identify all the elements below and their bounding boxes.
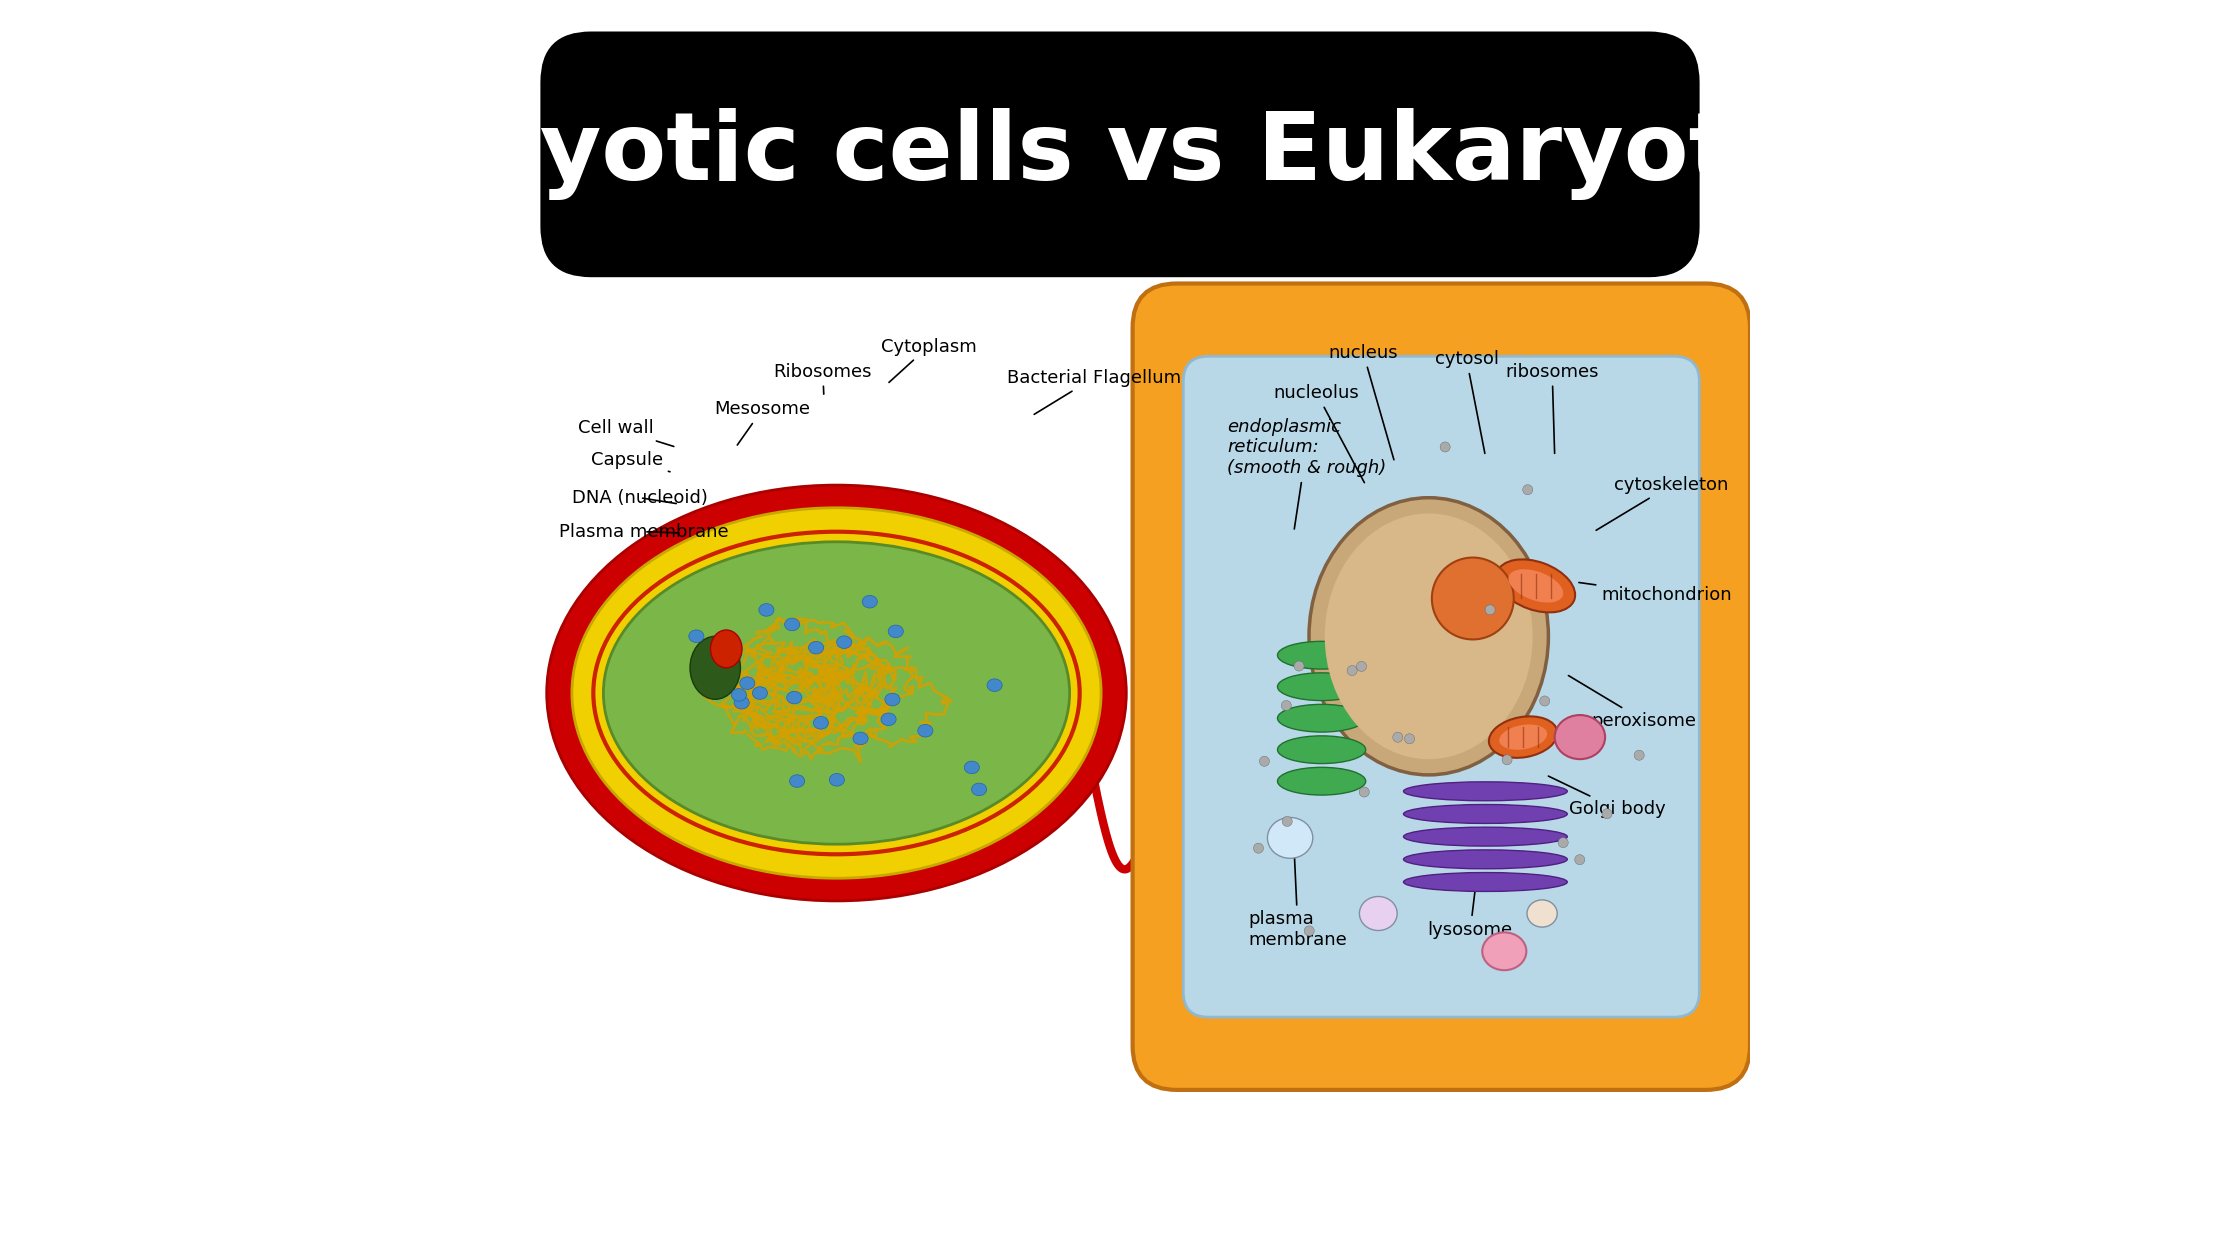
Ellipse shape [809,641,824,654]
Ellipse shape [1277,641,1366,669]
Ellipse shape [813,717,829,730]
Ellipse shape [1304,926,1315,936]
Text: Bacterial Flagellum: Bacterial Flagellum [1006,369,1180,415]
Ellipse shape [759,604,775,616]
Text: cytosol: cytosol [1434,350,1499,454]
FancyBboxPatch shape [1133,284,1749,1090]
Ellipse shape [1602,809,1613,819]
Ellipse shape [1404,827,1568,847]
Text: endoplasmic
reticulum:
(smooth & rough): endoplasmic reticulum: (smooth & rough) [1228,417,1387,529]
Ellipse shape [547,485,1127,901]
Text: ribosomes: ribosomes [1505,363,1599,454]
Ellipse shape [988,679,1001,692]
Ellipse shape [1483,932,1525,970]
Ellipse shape [1555,714,1606,759]
Ellipse shape [1277,704,1366,732]
Ellipse shape [739,677,755,689]
Ellipse shape [1277,767,1366,795]
Ellipse shape [1281,816,1292,827]
Text: DNA (nucleoid): DNA (nucleoid) [571,489,708,507]
Ellipse shape [1490,717,1557,757]
Text: Mesosome: Mesosome [715,401,811,445]
Text: nucleolus: nucleolus [1275,384,1364,483]
Ellipse shape [1393,732,1402,742]
Ellipse shape [1324,513,1532,759]
Ellipse shape [1404,781,1568,801]
Ellipse shape [972,782,986,795]
Ellipse shape [1404,733,1416,743]
Text: peroxisome: peroxisome [1568,675,1696,730]
Ellipse shape [753,687,768,699]
Text: Cytoplasm: Cytoplasm [880,338,977,383]
Ellipse shape [1431,557,1514,640]
Ellipse shape [1295,662,1304,672]
Ellipse shape [1346,665,1357,675]
Ellipse shape [853,732,869,745]
Ellipse shape [730,688,746,701]
Ellipse shape [690,636,741,699]
Text: mitochondrion: mitochondrion [1579,582,1732,604]
Ellipse shape [1404,805,1568,824]
Ellipse shape [1575,854,1584,864]
Text: Prokaryotic cells vs Eukaryotic Cell: Prokaryotic cells vs Eukaryotic Cell [186,107,2054,200]
Text: nucleus: nucleus [1328,344,1398,460]
Text: plasma
membrane: plasma membrane [1248,847,1346,949]
Ellipse shape [1496,559,1575,612]
Ellipse shape [963,761,979,774]
FancyBboxPatch shape [540,32,1700,277]
Ellipse shape [1360,788,1369,798]
Ellipse shape [1559,838,1568,848]
Ellipse shape [889,625,903,638]
Ellipse shape [1635,750,1644,760]
Ellipse shape [1523,485,1532,495]
Ellipse shape [1357,662,1366,672]
Ellipse shape [1360,897,1398,930]
Ellipse shape [1259,756,1270,766]
Ellipse shape [788,775,804,788]
FancyBboxPatch shape [1183,357,1700,1017]
Ellipse shape [918,724,932,737]
Text: Golgi body: Golgi body [1548,776,1664,818]
Ellipse shape [784,619,800,631]
Ellipse shape [838,636,851,649]
Ellipse shape [1268,818,1313,858]
Ellipse shape [1499,724,1548,750]
Ellipse shape [710,630,741,668]
Text: Cell wall: Cell wall [578,420,674,446]
Ellipse shape [1508,570,1564,602]
Ellipse shape [603,542,1068,844]
Ellipse shape [1528,900,1557,927]
Ellipse shape [1277,673,1366,701]
Ellipse shape [862,596,878,609]
Text: Ribosomes: Ribosomes [773,363,871,394]
Ellipse shape [880,713,896,726]
Ellipse shape [735,697,748,709]
Ellipse shape [1485,605,1494,615]
Ellipse shape [1539,696,1550,706]
Ellipse shape [1404,872,1568,892]
Ellipse shape [571,508,1102,878]
Ellipse shape [1503,755,1512,765]
Ellipse shape [1440,442,1449,452]
Text: cytoskeleton: cytoskeleton [1597,476,1729,530]
Ellipse shape [690,630,703,643]
Text: Plasma membrane: Plasma membrane [560,523,728,541]
Ellipse shape [885,693,900,706]
Text: lysosome: lysosome [1427,891,1512,939]
Ellipse shape [1308,498,1548,775]
Ellipse shape [1281,701,1290,711]
Ellipse shape [1404,849,1568,869]
Ellipse shape [1254,843,1263,853]
Ellipse shape [786,692,802,704]
Ellipse shape [1277,736,1366,764]
Ellipse shape [829,774,844,786]
Text: Capsule: Capsule [591,451,670,471]
